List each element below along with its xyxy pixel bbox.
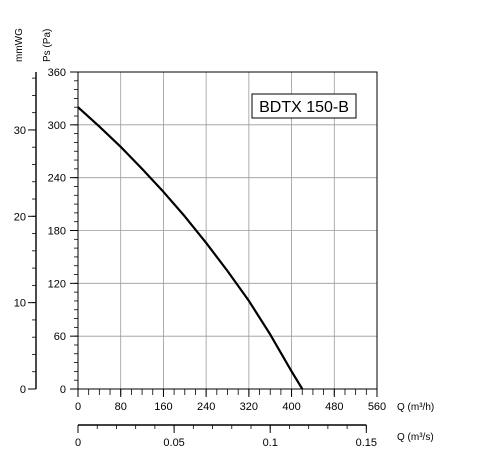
x2-tick-label: 0.1 (263, 437, 278, 449)
minor-ticks (74, 71, 378, 395)
x-tick-label: 80 (115, 401, 127, 413)
y2-tick-label: 30 (14, 125, 26, 137)
grid-lines (77, 71, 378, 390)
x-axis-title: Q (m³/h) (397, 402, 434, 413)
y-tick-label: 240 (48, 173, 66, 185)
x2-axis: 0 0.05 0.1 0.15 (75, 424, 377, 449)
x-axis-ticks: 0 80 160 240 320 400 480 560 (75, 389, 386, 413)
x-tick-label: 560 (368, 401, 386, 413)
x-tick-label: 480 (325, 401, 343, 413)
y2-tick-label: 20 (14, 211, 26, 223)
y2-tick-label: 10 (14, 298, 26, 310)
x-tick-label: 400 (282, 401, 300, 413)
series-line (77, 106, 304, 390)
y-tick-label: 360 (48, 67, 66, 79)
y2-axis-title: mmWG (14, 28, 25, 62)
x2-tick-label: 0.05 (163, 437, 184, 449)
model-label: BDTX 150-B (259, 99, 349, 116)
x-tick-label: 0 (75, 401, 81, 413)
y-tick-label: 180 (48, 226, 66, 238)
y-tick-label: 300 (48, 120, 66, 132)
y2-tick-label: 0 (20, 384, 26, 396)
y2-axis: 0 10 20 30 (14, 72, 37, 396)
x-tick-label: 320 (240, 401, 258, 413)
y-tick-label: 120 (48, 278, 66, 290)
y-tick-label: 60 (54, 331, 66, 343)
x2-tick-label: 0.15 (356, 437, 377, 449)
series-layer (77, 106, 304, 390)
y-tick-label: 0 (60, 384, 66, 396)
x-tick-label: 160 (154, 401, 172, 413)
model-label-box: BDTX 150-B (251, 93, 357, 119)
x2-tick-label: 0 (75, 437, 81, 449)
x-tick-label: 240 (197, 401, 215, 413)
y-axis-ticks: 0 60 120 180 240 300 360 (48, 67, 78, 396)
x2-axis-title: Q (m³/s) (397, 432, 434, 443)
y-axis-title: Ps (Pa) (42, 29, 53, 62)
